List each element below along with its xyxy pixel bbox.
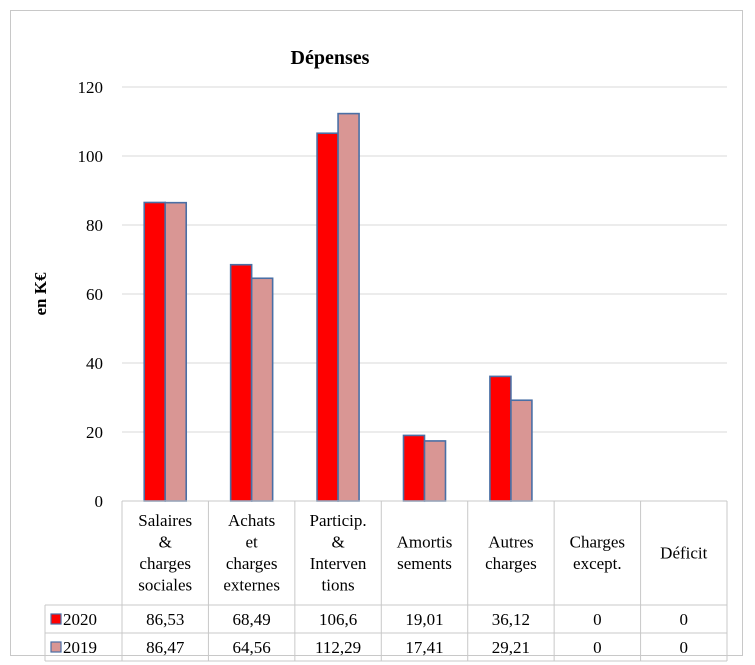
bar-2020-4 (489, 375, 512, 502)
data-label-2019: 17,41 (405, 638, 443, 657)
x-category-label: Autres (488, 533, 533, 552)
bar-2020-3 (402, 434, 426, 502)
y-tick-label: 40 (86, 354, 103, 373)
y-tick-label: 20 (86, 423, 103, 442)
data-label-2019: 64,56 (233, 638, 271, 657)
y-tick-label: 80 (86, 216, 103, 235)
x-category-label: charges (485, 554, 537, 573)
x-category-label: Amortis (397, 533, 453, 552)
bar-2019-1 (250, 277, 274, 502)
x-category-label: charges (226, 554, 278, 573)
x-category-label: Salaires (138, 511, 192, 530)
x-category-label: charges (139, 554, 191, 573)
bar-2020-0 (143, 201, 167, 502)
bar-2019-3 (423, 440, 447, 502)
x-category-label: except. (573, 554, 622, 573)
data-label-2019: 29,21 (492, 638, 530, 657)
chart-title: Dépenses (291, 47, 370, 69)
bar-2020-1 (229, 263, 253, 502)
x-category-label: Particip. (310, 511, 367, 530)
data-label-2019: 0 (593, 638, 602, 657)
bar-2019-2 (337, 112, 360, 502)
bar-2020-2 (316, 132, 339, 502)
x-category-label: Charges (570, 533, 625, 552)
y-tick-label: 100 (78, 147, 104, 166)
legend-key-2019 (50, 641, 62, 653)
data-label-2019: 86,47 (146, 638, 185, 657)
legend-label-2019: 2019 (63, 638, 97, 657)
y-tick-label: 0 (95, 492, 104, 511)
x-category-label: & (159, 533, 172, 552)
data-label-2020: 68,49 (233, 610, 271, 629)
y-axis-label: en K€ (31, 272, 50, 315)
data-label-2020: 86,53 (146, 610, 184, 629)
data-label-2020: 0 (593, 610, 602, 629)
x-category-label: sociales (138, 576, 192, 595)
x-category-label: sements (397, 554, 452, 573)
bar-2019-0 (164, 201, 188, 502)
data-label-2020: 106,6 (319, 610, 357, 629)
data-label-2019: 112,29 (315, 638, 361, 657)
x-category-label: tions (322, 576, 355, 595)
data-label-2020: 0 (680, 610, 689, 629)
legend-key-2020 (50, 613, 62, 625)
x-category-label: Déficit (660, 543, 707, 562)
x-category-label: Achats (228, 511, 275, 530)
x-category-label: et (246, 533, 259, 552)
data-label-2019: 0 (680, 638, 689, 657)
chart-frame (10, 10, 743, 656)
y-tick-label: 120 (78, 78, 104, 97)
x-category-label: & (331, 533, 344, 552)
x-category-label: externes (223, 576, 280, 595)
x-category-label: Interven (310, 554, 367, 573)
bar-2019-4 (510, 399, 533, 502)
legend-label-2020: 2020 (63, 610, 97, 629)
y-tick-label: 60 (86, 285, 103, 304)
data-label-2020: 19,01 (405, 610, 443, 629)
data-label-2020: 36,12 (492, 610, 530, 629)
